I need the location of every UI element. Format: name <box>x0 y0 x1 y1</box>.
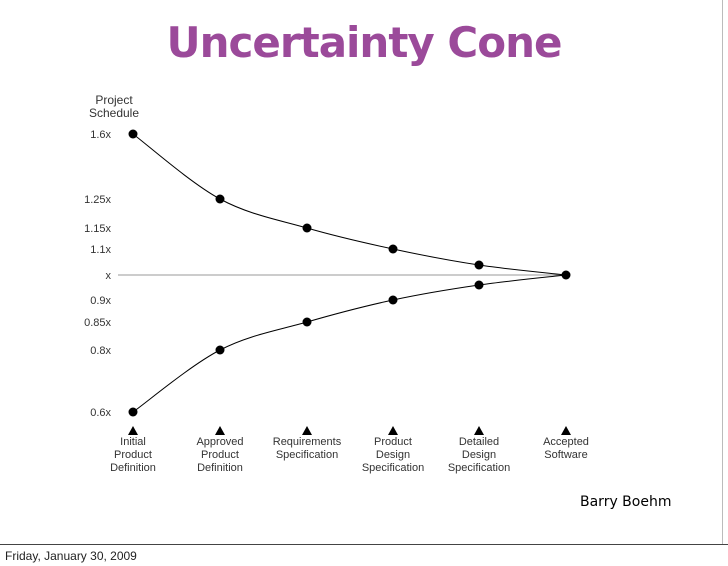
phase-label: Approved <box>196 436 243 448</box>
upper-point <box>215 194 225 204</box>
y-tick-label: 0.8x <box>90 345 111 357</box>
phase-label: Definition <box>110 462 156 474</box>
phase-label: Product <box>374 436 412 448</box>
lower-point <box>474 280 484 290</box>
footer-divider <box>0 544 728 545</box>
phase-labels: InitialProductDefinitionApprovedProductD… <box>110 436 589 474</box>
phase-label: Design <box>462 449 496 461</box>
phase-marker <box>215 426 225 435</box>
upper-point <box>128 129 138 139</box>
lower-curve <box>132 274 567 413</box>
lower-point <box>302 317 312 327</box>
phase-marker <box>388 426 398 435</box>
phase-label: Requirements <box>273 436 342 448</box>
lower-point <box>215 345 225 355</box>
upper-point <box>561 270 571 280</box>
upper-point <box>302 223 312 233</box>
phase-label: Detailed <box>459 436 499 448</box>
y-tick-label: 1.1x <box>90 244 111 256</box>
phase-label: Initial <box>120 436 146 448</box>
lower-point <box>128 407 138 417</box>
y-tick-label: 0.9x <box>90 295 111 307</box>
phase-label: Specification <box>362 462 424 474</box>
author-credit: Barry Boehm <box>580 494 672 510</box>
phase-markers <box>128 426 571 435</box>
y-tick-label: 1.15x <box>84 223 111 235</box>
phase-label: Product <box>201 449 239 461</box>
upper-curve <box>132 133 567 276</box>
phase-label: Specification <box>448 462 510 474</box>
phase-label: Accepted <box>543 436 589 448</box>
phase-label: Definition <box>197 462 243 474</box>
frame-edge <box>722 0 723 545</box>
page-title: Uncertainty Cone <box>166 18 563 67</box>
phase-marker <box>474 426 484 435</box>
footer-date: Friday, January 30, 2009 <box>5 549 137 563</box>
phase-label: Software <box>544 449 587 461</box>
phase-label: Design <box>376 449 410 461</box>
data-points <box>128 129 571 417</box>
y-tick-label: 0.85x <box>84 317 111 329</box>
cone-curves <box>132 133 567 413</box>
upper-point <box>474 260 484 270</box>
y-axis-ticks: 1.6x 1.25x 1.15x 1.1x x 0.9x 0.85x 0.8x 0.6x <box>84 129 111 419</box>
y-tick-label: 1.25x <box>84 194 111 206</box>
y-axis-title-line: Project <box>95 93 133 107</box>
phase-marker <box>128 426 138 435</box>
y-axis-title-line: Schedule <box>89 106 139 120</box>
y-tick-label: x <box>106 270 112 282</box>
y-tick-label: 1.6x <box>90 129 111 141</box>
phase-marker <box>561 426 571 435</box>
lower-point <box>388 295 398 305</box>
upper-point <box>388 244 398 254</box>
phase-label: Specification <box>276 449 338 461</box>
phase-marker <box>302 426 312 435</box>
y-tick-label: 0.6x <box>90 407 111 419</box>
phase-label: Product <box>114 449 152 461</box>
